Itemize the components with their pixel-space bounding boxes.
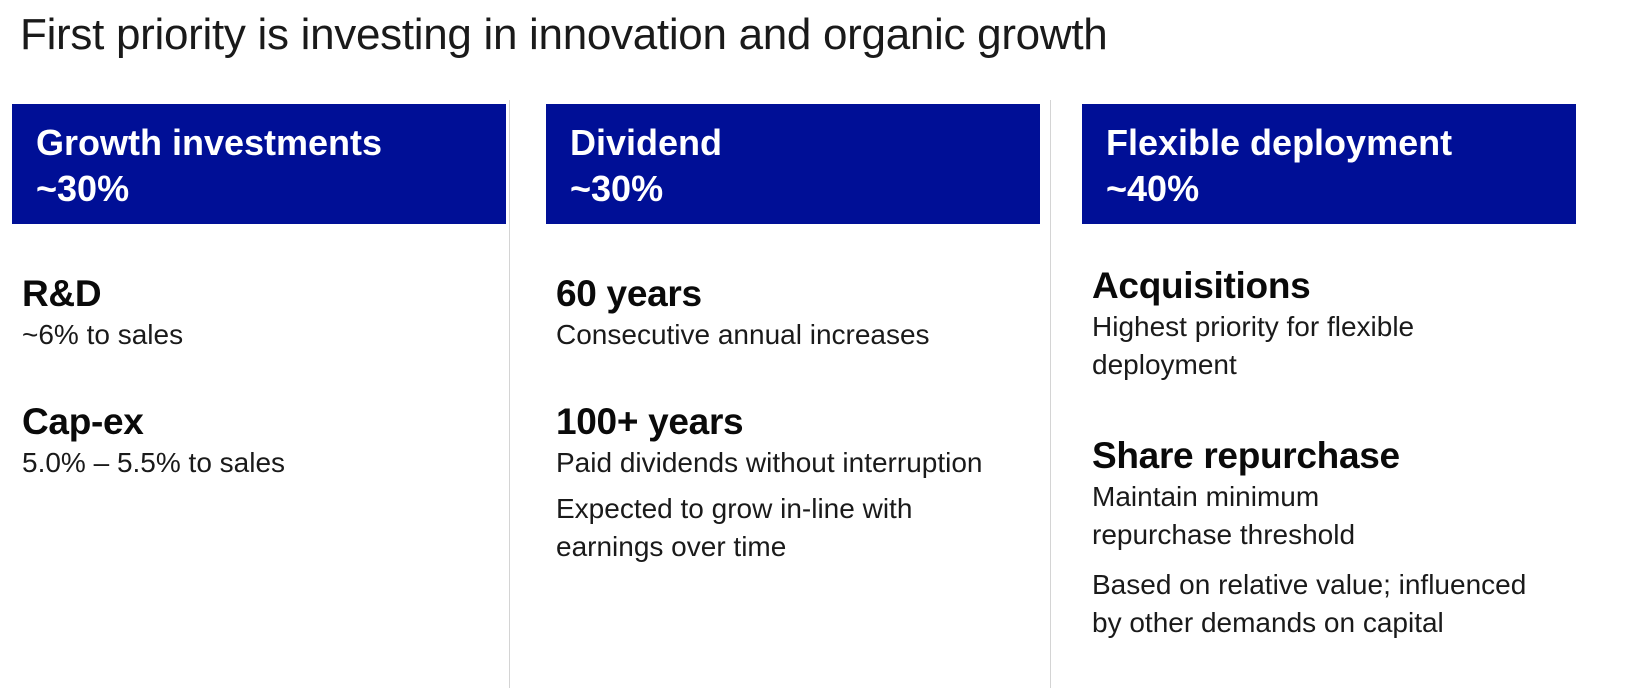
column-growth-investments: Growth investments ~30% R&D ~6% to sales… [12, 104, 506, 478]
item-title: R&D [22, 273, 102, 314]
column-header: Dividend ~30% [546, 104, 1040, 224]
column-flexible-deployment: Flexible deployment ~40% Acquisitions Hi… [1082, 104, 1576, 638]
column-header-title: Flexible deployment [1106, 122, 1453, 163]
column-dividend: Dividend ~30% 60 years Consecutive annua… [546, 104, 1040, 562]
list-item: R&D ~6% to sales [22, 272, 502, 354]
item-text: Highest priority for flexible deployment [1092, 311, 1415, 380]
column-divider [1050, 100, 1051, 688]
item-text: Paid dividends without interruption [556, 447, 983, 478]
list-item: Share repurchase Maintain minimum repurc… [1092, 434, 1572, 554]
list-item: 100+ years Paid dividends without interr… [556, 400, 1036, 482]
column-note: Expected to grow in-line with earnings o… [556, 493, 913, 562]
list-item: Acquisitions Highest priority for flexib… [1092, 264, 1572, 384]
item-title: Share repurchase [1092, 435, 1400, 476]
item-text: 5.0% – 5.5% to sales [22, 447, 286, 478]
column-header: Growth investments ~30% [12, 104, 506, 224]
column-header-title: Growth investments [36, 122, 383, 163]
column-note: Based on relative value; influenced by o… [1092, 569, 1527, 638]
item-text: ~6% to sales [22, 319, 184, 350]
column-header-title: Dividend [570, 122, 723, 163]
column-divider [509, 100, 510, 688]
item-text: Consecutive annual increases [556, 319, 930, 350]
item-title: Acquisitions [1092, 265, 1311, 306]
list-item: Cap-ex 5.0% – 5.5% to sales [22, 400, 502, 482]
page-title: First priority is investing in innovatio… [20, 10, 1108, 59]
column-header-share: ~30% [36, 168, 130, 209]
column-header-share: ~30% [570, 168, 664, 209]
item-title: Cap-ex [22, 401, 144, 442]
item-title: 60 years [556, 273, 702, 314]
item-title: 100+ years [556, 401, 744, 442]
column-header-share: ~40% [1106, 168, 1200, 209]
column-header: Flexible deployment ~40% [1082, 104, 1576, 224]
item-text: Maintain minimum repurchase threshold [1092, 481, 1356, 550]
list-item: 60 years Consecutive annual increases [556, 272, 1036, 354]
